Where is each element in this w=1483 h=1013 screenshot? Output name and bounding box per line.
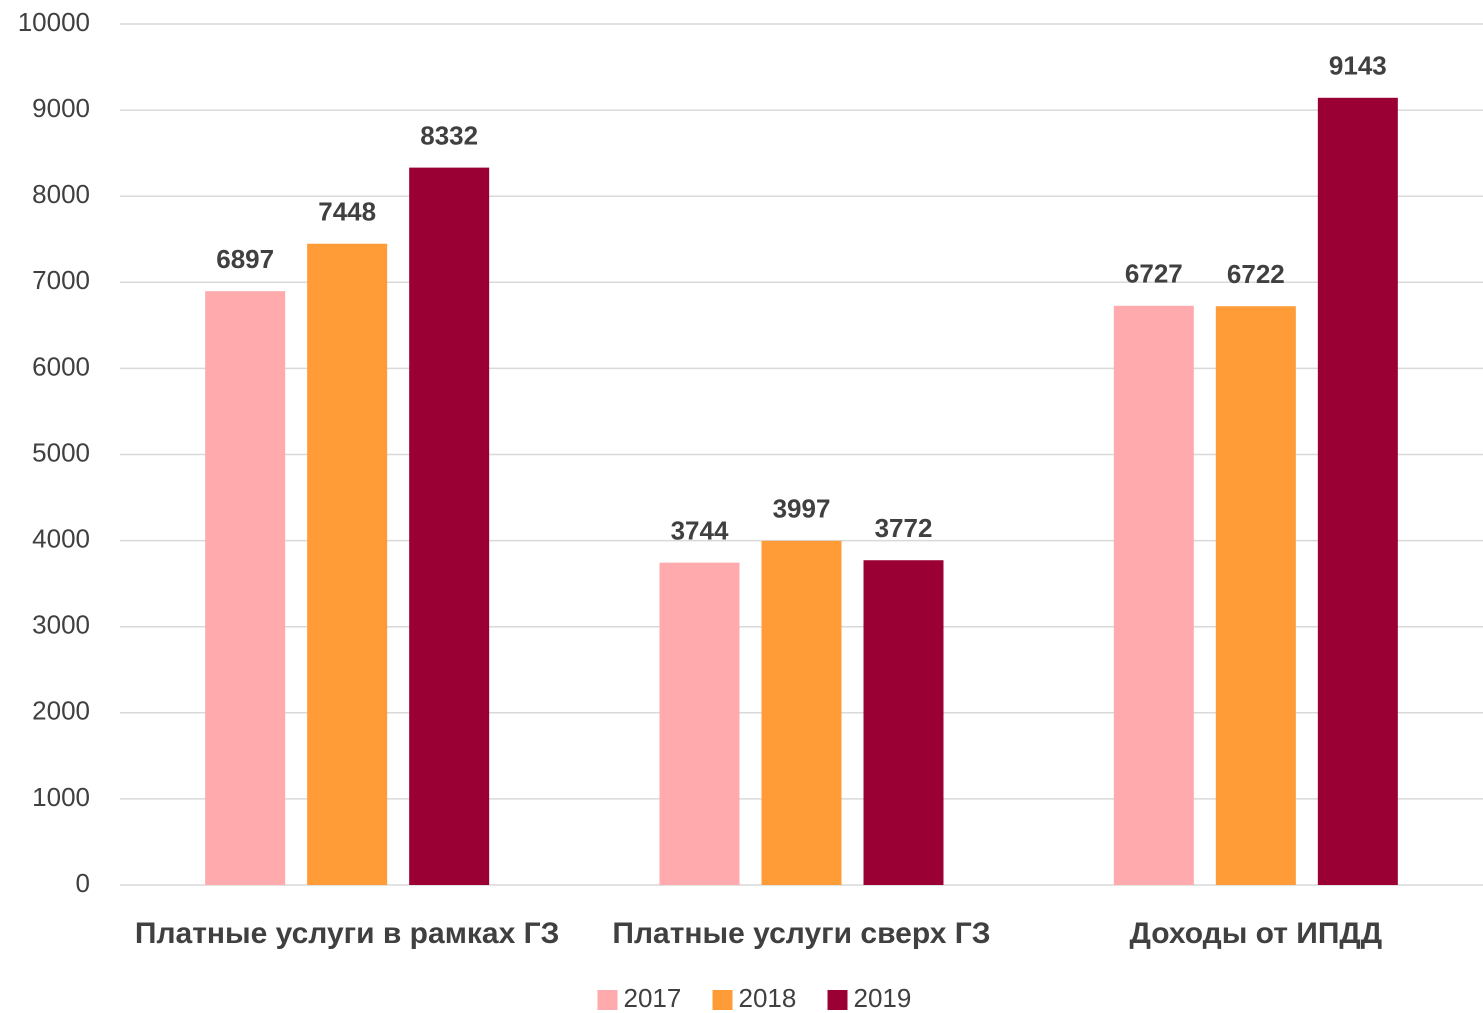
y-tick-label: 4000 (32, 523, 90, 553)
bar (1215, 306, 1296, 885)
data-label: 7448 (318, 197, 376, 227)
bar (1317, 97, 1398, 885)
y-tick-label: 5000 (32, 437, 90, 467)
bar (205, 291, 286, 885)
data-label: 6897 (216, 244, 274, 274)
y-tick-label: 0 (76, 868, 90, 898)
bar (659, 562, 740, 885)
data-label: 3997 (773, 494, 831, 524)
bar (761, 540, 842, 885)
x-tick-label: Платные услуги сверх ГЗ (612, 917, 990, 950)
bar (409, 167, 490, 885)
legend-label: 2018 (739, 983, 797, 1013)
y-tick-label: 2000 (32, 696, 90, 726)
legend-label: 2017 (624, 983, 682, 1013)
data-label: 6722 (1227, 259, 1285, 289)
y-tick-label: 6000 (32, 351, 90, 381)
y-tick-label: 1000 (32, 782, 90, 812)
data-label: 8332 (420, 120, 478, 150)
bar (1113, 305, 1194, 885)
data-label: 6727 (1125, 259, 1183, 289)
y-tick-label: 8000 (32, 179, 90, 209)
y-tick-label: 9000 (32, 93, 90, 123)
y-tick-label: 3000 (32, 610, 90, 640)
data-label: 3744 (671, 516, 729, 546)
y-tick-label: 7000 (32, 265, 90, 295)
x-tick-label: Платные услуги в рамках ГЗ (135, 917, 560, 950)
bar (307, 243, 388, 886)
x-tick-label: Доходы от ИПДД (1130, 917, 1383, 950)
data-label: 9143 (1329, 51, 1387, 81)
y-tick-label: 10000 (18, 7, 90, 37)
legend-swatch (712, 990, 733, 1010)
data-label: 3772 (875, 513, 933, 543)
bar (863, 560, 944, 885)
legend-label: 2019 (854, 983, 912, 1013)
legend-swatch (597, 990, 618, 1010)
legend-swatch (827, 990, 848, 1010)
